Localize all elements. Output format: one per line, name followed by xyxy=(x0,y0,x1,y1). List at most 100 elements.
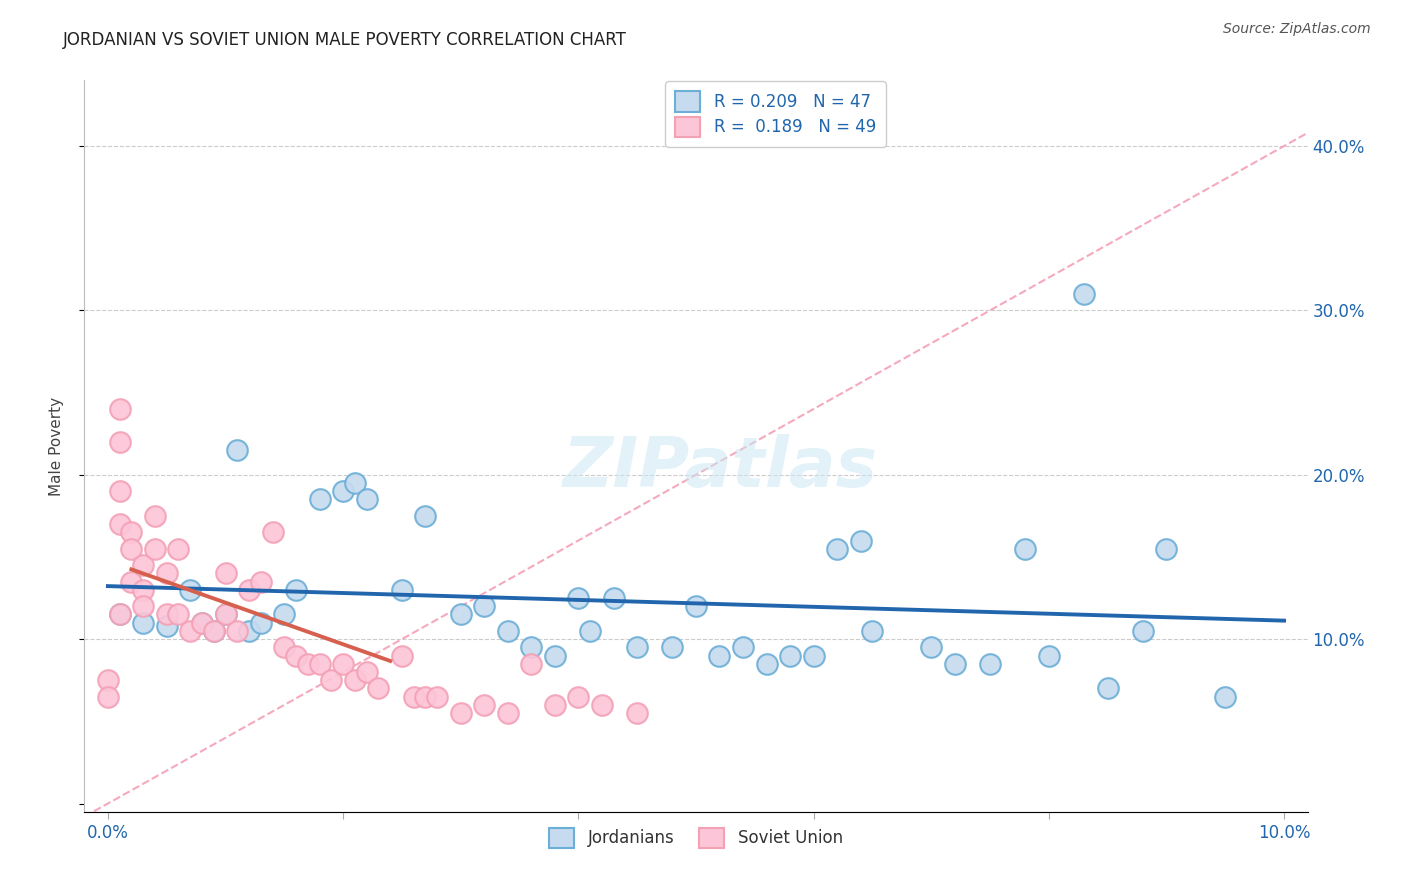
Point xyxy=(132,599,155,614)
Point xyxy=(285,582,308,597)
Text: JORDANIAN VS SOVIET UNION MALE POVERTY CORRELATION CHART: JORDANIAN VS SOVIET UNION MALE POVERTY C… xyxy=(63,31,627,49)
Point xyxy=(1132,624,1154,638)
Point xyxy=(108,484,131,499)
Point xyxy=(214,566,236,581)
Point xyxy=(450,607,472,622)
Point xyxy=(591,698,613,712)
Point xyxy=(1014,541,1036,556)
Legend: Jordanians, Soviet Union: Jordanians, Soviet Union xyxy=(543,821,849,855)
Point xyxy=(709,648,731,663)
Point xyxy=(202,624,225,638)
Point xyxy=(602,591,624,605)
Point xyxy=(238,624,260,638)
Point xyxy=(214,607,236,622)
Point xyxy=(202,624,225,638)
Point xyxy=(238,582,260,597)
Point xyxy=(132,558,155,573)
Point xyxy=(803,648,825,663)
Point xyxy=(943,657,966,671)
Point xyxy=(356,665,378,679)
Point xyxy=(520,657,543,671)
Point xyxy=(167,541,190,556)
Point xyxy=(849,533,872,548)
Point xyxy=(249,615,271,630)
Point xyxy=(520,640,543,655)
Point xyxy=(143,541,166,556)
Point xyxy=(1213,690,1236,704)
Point xyxy=(544,648,567,663)
Point xyxy=(108,402,131,417)
Point xyxy=(979,657,1001,671)
Point xyxy=(661,640,683,655)
Point xyxy=(285,648,308,663)
Point xyxy=(143,508,166,523)
Point xyxy=(156,607,179,622)
Point xyxy=(108,607,131,622)
Point xyxy=(108,517,131,532)
Point xyxy=(156,619,179,633)
Point xyxy=(1038,648,1060,663)
Point xyxy=(496,706,519,720)
Point xyxy=(120,541,142,556)
Point xyxy=(249,574,271,589)
Y-axis label: Male Poverty: Male Poverty xyxy=(49,396,63,496)
Point xyxy=(120,525,142,540)
Point xyxy=(191,615,214,630)
Text: Source: ZipAtlas.com: Source: ZipAtlas.com xyxy=(1223,22,1371,37)
Point xyxy=(226,624,249,638)
Point xyxy=(332,657,354,671)
Point xyxy=(920,640,942,655)
Point xyxy=(321,673,343,688)
Point xyxy=(579,624,602,638)
Point xyxy=(450,706,472,720)
Point xyxy=(367,681,389,696)
Point xyxy=(214,607,236,622)
Point xyxy=(755,657,778,671)
Point xyxy=(779,648,801,663)
Point xyxy=(226,443,249,458)
Point xyxy=(1156,541,1178,556)
Point xyxy=(1073,287,1095,301)
Point xyxy=(426,690,449,704)
Point xyxy=(179,624,201,638)
Point xyxy=(825,541,848,556)
Point xyxy=(685,599,707,614)
Point xyxy=(262,525,284,540)
Point xyxy=(156,566,179,581)
Point xyxy=(356,492,378,507)
Point xyxy=(132,582,155,597)
Point xyxy=(472,599,495,614)
Point xyxy=(496,624,519,638)
Point xyxy=(472,698,495,712)
Point xyxy=(860,624,883,638)
Point xyxy=(308,492,330,507)
Point xyxy=(402,690,425,704)
Point xyxy=(120,574,142,589)
Point xyxy=(415,690,437,704)
Point xyxy=(179,582,201,597)
Text: ZIPatlas: ZIPatlas xyxy=(562,434,877,501)
Point xyxy=(343,475,366,490)
Point xyxy=(415,508,437,523)
Point xyxy=(132,615,155,630)
Point xyxy=(273,607,295,622)
Point xyxy=(391,648,413,663)
Point xyxy=(308,657,330,671)
Point xyxy=(626,640,648,655)
Point xyxy=(1097,681,1119,696)
Point xyxy=(97,690,120,704)
Point xyxy=(567,690,589,704)
Point xyxy=(544,698,567,712)
Point xyxy=(343,673,366,688)
Point xyxy=(108,434,131,449)
Point xyxy=(97,673,120,688)
Point xyxy=(273,640,295,655)
Point xyxy=(567,591,589,605)
Point xyxy=(167,607,190,622)
Point xyxy=(297,657,319,671)
Point xyxy=(391,582,413,597)
Point xyxy=(191,615,214,630)
Point xyxy=(731,640,754,655)
Point xyxy=(332,484,354,499)
Point xyxy=(108,607,131,622)
